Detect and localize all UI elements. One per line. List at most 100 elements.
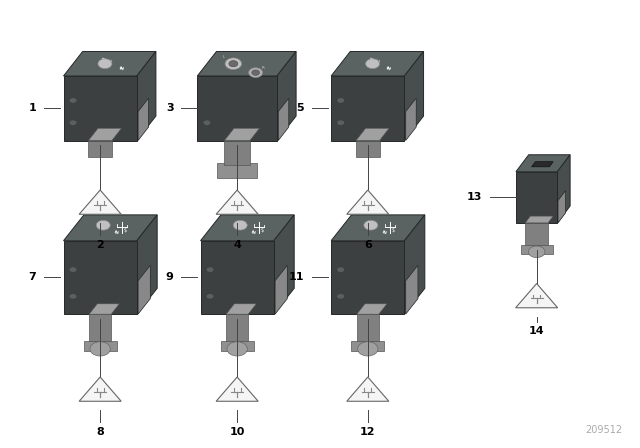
Polygon shape (404, 52, 424, 141)
Text: IN: IN (113, 230, 120, 236)
Circle shape (69, 294, 77, 299)
Polygon shape (137, 215, 157, 314)
Text: $: $ (261, 228, 264, 233)
Polygon shape (516, 155, 570, 172)
Bar (88, 141, 112, 157)
Circle shape (69, 120, 77, 125)
Text: 6: 6 (364, 240, 372, 250)
Circle shape (364, 220, 378, 230)
Text: AUX: AUX (367, 57, 381, 66)
Polygon shape (331, 215, 425, 241)
Text: 13: 13 (467, 192, 483, 202)
Bar (525, 223, 548, 245)
Polygon shape (138, 98, 148, 141)
Circle shape (98, 59, 112, 69)
Text: 5: 5 (296, 103, 304, 113)
Bar (225, 141, 250, 165)
Text: 12: 12 (360, 426, 376, 437)
Bar (200, 241, 274, 314)
Polygon shape (197, 52, 296, 76)
Circle shape (96, 220, 110, 230)
Bar (221, 341, 253, 351)
Text: IN: IN (381, 230, 387, 236)
Circle shape (358, 342, 378, 356)
Bar (84, 341, 116, 351)
Circle shape (337, 120, 344, 125)
Polygon shape (216, 377, 258, 401)
Bar (351, 341, 384, 351)
Circle shape (252, 70, 259, 75)
Polygon shape (88, 128, 122, 141)
Polygon shape (331, 52, 424, 76)
Text: AUX: AUX (97, 222, 109, 230)
Circle shape (225, 58, 242, 69)
Bar (89, 314, 111, 341)
Bar (217, 163, 257, 178)
Bar (356, 314, 379, 341)
Polygon shape (138, 265, 150, 314)
Polygon shape (347, 190, 389, 214)
Polygon shape (89, 304, 119, 314)
Circle shape (206, 294, 214, 299)
Text: AUX: AUX (365, 222, 377, 230)
Circle shape (233, 220, 247, 230)
Polygon shape (356, 304, 387, 314)
Text: IN: IN (386, 66, 392, 72)
Polygon shape (275, 265, 287, 314)
Bar (197, 76, 277, 141)
Polygon shape (557, 155, 570, 223)
Text: 209512: 209512 (586, 426, 623, 435)
Polygon shape (404, 215, 425, 314)
Text: 9: 9 (166, 272, 173, 282)
Polygon shape (63, 215, 157, 241)
Bar (521, 245, 552, 254)
Polygon shape (226, 304, 256, 314)
Polygon shape (516, 284, 557, 308)
Text: $: $ (392, 228, 395, 233)
Circle shape (248, 68, 262, 78)
Polygon shape (274, 215, 294, 314)
Circle shape (90, 342, 110, 356)
Polygon shape (277, 52, 296, 141)
Circle shape (69, 267, 77, 272)
Text: IN: IN (118, 66, 124, 72)
Polygon shape (406, 98, 416, 141)
Circle shape (229, 60, 238, 67)
Text: R: R (262, 66, 265, 70)
Text: 1: 1 (29, 103, 36, 113)
Text: 10: 10 (230, 426, 245, 437)
Bar (63, 76, 137, 141)
Circle shape (337, 267, 344, 272)
Circle shape (69, 98, 77, 103)
Polygon shape (558, 190, 566, 223)
Bar (226, 314, 248, 341)
Polygon shape (525, 216, 553, 223)
Polygon shape (79, 377, 121, 401)
Bar (356, 141, 380, 157)
Text: 8: 8 (96, 426, 104, 437)
Text: L: L (223, 55, 225, 59)
Circle shape (203, 120, 211, 125)
Circle shape (529, 246, 545, 258)
Text: $: $ (124, 228, 127, 233)
Text: 2: 2 (96, 240, 104, 250)
Bar (516, 172, 557, 223)
Text: 7: 7 (29, 272, 36, 282)
Polygon shape (356, 128, 389, 141)
Text: 4: 4 (233, 240, 241, 250)
Text: AUX: AUX (234, 222, 246, 230)
Text: 14: 14 (529, 327, 545, 336)
Polygon shape (200, 215, 294, 241)
Polygon shape (63, 52, 156, 76)
Polygon shape (347, 377, 389, 401)
Circle shape (337, 98, 344, 103)
Polygon shape (216, 190, 258, 214)
Bar (331, 76, 404, 141)
Bar (63, 241, 137, 314)
Polygon shape (406, 265, 418, 314)
Bar (331, 241, 404, 314)
Circle shape (206, 267, 214, 272)
Polygon shape (137, 52, 156, 141)
Text: AUX: AUX (100, 57, 113, 66)
Circle shape (365, 59, 380, 69)
